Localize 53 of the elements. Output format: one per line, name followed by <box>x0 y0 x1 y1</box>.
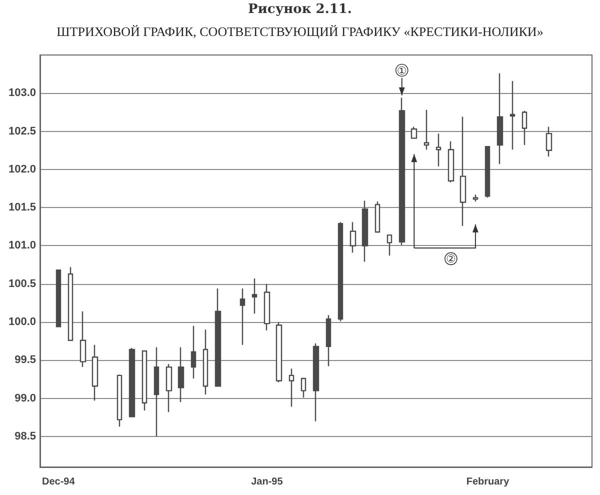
candlestick <box>374 200 380 234</box>
candlestick <box>460 116 466 227</box>
y-tick-label: 102.5 <box>8 125 36 138</box>
candlestick <box>166 363 172 413</box>
candlestick <box>522 110 528 146</box>
candlestick <box>116 374 122 428</box>
candlestick <box>300 377 306 398</box>
chart-title: Рисунок 2.11. <box>247 2 353 17</box>
y-tick-label: 101.0 <box>8 240 36 252</box>
x-tick-label: Dec-94 <box>42 476 76 488</box>
candlestick <box>362 200 368 262</box>
candlestick <box>472 194 478 202</box>
candlestick <box>436 132 442 167</box>
candlestick <box>276 321 282 383</box>
candlestick <box>386 234 392 256</box>
candlestick <box>214 288 222 387</box>
candlestick <box>56 270 62 328</box>
y-tick-label: 99.0 <box>14 392 36 404</box>
candlestick <box>264 283 270 332</box>
candlestick <box>326 314 332 367</box>
candlestick <box>154 346 160 438</box>
candlestick <box>178 346 184 403</box>
candlestick <box>190 325 196 380</box>
y-tick-label: 103.0 <box>8 87 36 100</box>
candlestick <box>546 126 552 158</box>
candlestick <box>350 221 356 254</box>
candlestick <box>410 126 418 140</box>
candlestick <box>202 329 208 396</box>
y-tick-label: 100.5 <box>8 278 36 290</box>
y-tick-label: 98.5 <box>14 430 36 442</box>
chart-subtitle: ШТРИХОВОЙ ГРАФИК, СООТВЕТСТВУЮЩИЙ ГРАФИКУ «КРЕСТИКИ-НОЛИКИ» <box>56 24 544 40</box>
candlestick <box>92 344 98 402</box>
y-tick-label: 101.5 <box>8 202 36 214</box>
candlestick <box>398 97 406 246</box>
candlestick <box>484 146 490 198</box>
candlestick <box>424 109 430 150</box>
candlestick <box>240 288 246 346</box>
candlestick <box>496 72 504 165</box>
y-tick-label: 99.5 <box>14 354 36 366</box>
candlestick <box>448 140 454 184</box>
candlestick <box>312 342 320 422</box>
candlestick <box>128 347 136 418</box>
x-tick-label: February <box>466 476 510 488</box>
candlestick <box>80 310 86 368</box>
y-tick-label: 100.0 <box>8 316 36 328</box>
x-tick-label: Jan-95 <box>251 476 284 488</box>
candlestick <box>252 278 258 314</box>
candlestick <box>288 368 294 408</box>
candlestick <box>510 80 516 150</box>
candlestick <box>142 350 148 412</box>
candlestick <box>68 266 74 341</box>
y-tick-label: 102.0 <box>8 163 36 176</box>
candlestick <box>338 221 344 322</box>
